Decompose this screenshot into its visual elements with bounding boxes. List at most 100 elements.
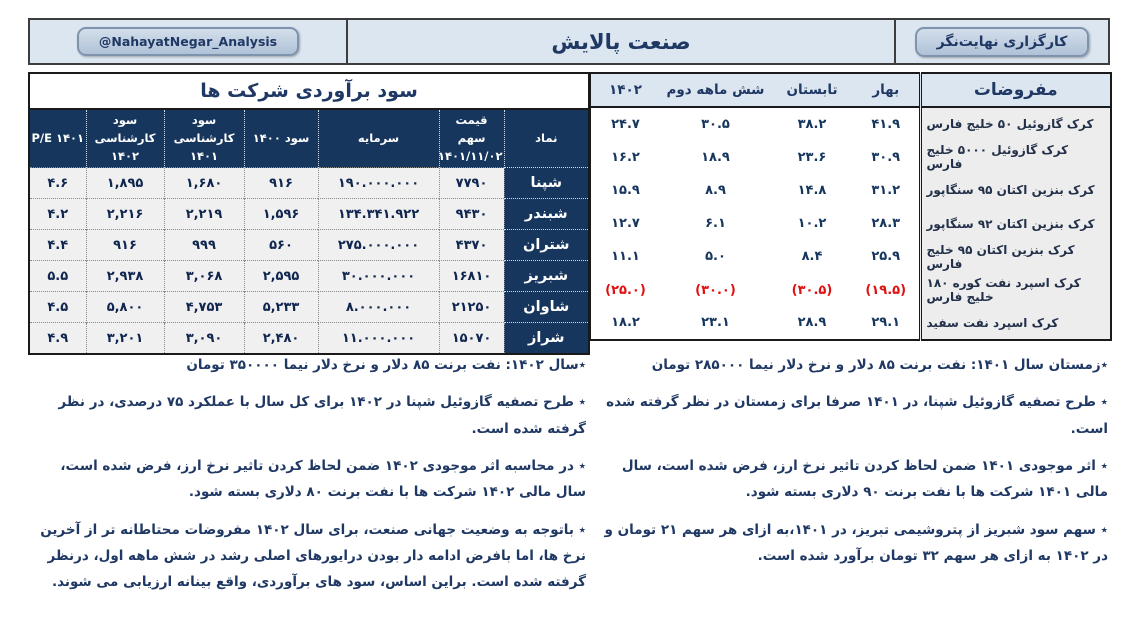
cell-assumption-label: کرک گازوئیل ۵۰ خلیج فارس [918,107,1111,141]
cell-expert-1402: ۲,۲۱۶ [85,198,165,231]
cell-expert-1402: ۹۱۶ [85,229,165,262]
cell-symbol: شاوان [503,291,590,324]
cell-second-half: ۲۳.۱ [660,306,771,340]
cell-profit-1400: ۲,۴۸۰ [243,322,319,355]
cell-expert-1401: ۳,۰۹۰ [163,322,245,355]
pe-header-text: P/E ۱۴۰۱ [31,130,85,145]
column-header-expert-1401: سود کارشناسی ۱۴۰۱ [164,109,245,168]
table-row: کرک گازوئیل ۵۰۰۰ خلیج فارس ۳۰.۹ ۲۳.۶ ۱۸.… [590,140,1111,174]
cell-summer: ۱۴.۸ [771,173,853,207]
cell-capital: ۲۷۵.۰۰۰.۰۰۰ [317,229,440,262]
cell-pe-1401: ۴.۶ [28,167,87,200]
cell-expert-1401: ۴,۷۵۳ [163,291,245,324]
footnote: ٭ باتوجه به وضعیت جهانی صنعت، برای سال ۱… [28,517,586,596]
top-bar-left-cell: @NahayatNegar_Analysis [30,20,348,63]
column-header-summer: تابستان [771,73,853,109]
cell-assumption-label: کرک اسپرد نفت کوره ۱۸۰ خلیج فارس [918,273,1111,307]
footnote: ٭ طرح تصفیه گازوئیل شپنا در ۱۴۰۲ برای کل… [28,389,586,442]
table-row: شراز ۱۵۰۷۰ ۱۱.۰۰۰.۰۰۰ ۲,۴۸۰ ۳,۰۹۰ ۳,۲۰۱ … [28,322,590,355]
cell-summer: ۸.۴ [771,240,853,274]
brokerage-badge[interactable]: کارگزاری نهایت‌نگر [914,26,1090,57]
footnote-text: ٭ باتوجه به وضعیت جهانی صنعت، برای سال ۱… [40,521,586,591]
table-row: کرک اسپرد نفت کوره ۱۸۰ خلیج فارس (۱۹.۵) … [590,273,1111,307]
column-header-pe-1401: P/E ۱۴۰۱ [29,109,87,168]
expert-1401-header-line1: سود کارشناسی [173,113,235,145]
cell-symbol: شتران [503,229,590,262]
cell-expert-1401: ۱,۶۸۰ [163,167,245,200]
footnote-text: نفت برنت ۸۵ دلار و نرخ دلار نیما ۳۵۰۰۰۰ … [186,357,506,373]
profits-table: سود برآوردی شرکت ها نماد قیمت سهم ۱۴۰۱/۱… [28,72,591,355]
cell-second-half: ۳۰.۵ [660,107,771,141]
column-header-spring: بهار [853,73,920,109]
cell-1402: ۱۱.۱ [590,240,660,274]
cell-spring: ۳۰.۹ [853,140,920,174]
cell-1402: ۱۵.۹ [590,173,660,207]
cell-summer: ۲۸.۹ [771,306,853,340]
cell-symbol: شراز [503,322,590,355]
cell-summer: ۱۰.۲ [771,206,853,241]
cell-capital: ۱۱.۰۰۰.۰۰۰ [317,322,440,355]
cell-expert-1401: ۲,۲۱۹ [163,198,245,231]
cell-spring: (۱۹.۵) [853,273,920,307]
cell-profit-1400: ۵,۲۳۳ [243,291,319,324]
footnote-text: نفت برنت ۸۵ دلار و نرخ دلار نیما ۲۸۵۰۰۰ … [651,357,971,373]
expert-1402-header-line1: سود کارشناسی [94,113,156,145]
footnote: ٭ طرح تصفیه گازوئیل شپنا، در ۱۴۰۱ صرفا ب… [600,389,1108,442]
cell-expert-1401: ۹۹۹ [163,229,245,262]
footnote-lead: ٭زمستان سال ۱۴۰۱: [970,357,1108,373]
table-row: شاوان ۲۱۲۵۰ ۸.۰۰۰.۰۰۰ ۵,۲۳۳ ۴,۷۵۳ ۵,۸۰۰ … [28,291,590,324]
cell-symbol: شبندر [503,198,590,231]
table-row: شبندر ۹۴۳۰ ۱۳۴.۳۴۱.۹۲۲ ۱,۵۹۶ ۲,۲۱۹ ۲,۲۱۶… [28,198,590,231]
column-header-capital: سرمایه [318,109,440,168]
cell-price: ۱۵۰۷۰ [438,322,505,355]
column-header-second-half: شش ماهه دوم [660,73,771,109]
cell-capital: ۱۹۰.۰۰۰.۰۰۰ [317,167,440,200]
cell-profit-1400: ۲,۵۹۵ [243,260,319,293]
cell-expert-1402: ۲,۹۳۸ [85,260,165,293]
price-header-line1: قیمت سهم [455,113,488,145]
cell-second-half: ۵.۰ [660,240,771,274]
cell-pe-1401: ۴.۲ [28,198,87,231]
table-row: کرک بنزین اکتان ۹۵ سنگاپور ۳۱.۲ ۱۴.۸ ۸.۹… [590,173,1111,207]
cell-1402: (۲۵.۰) [590,273,660,307]
top-bar: @NahayatNegar_Analysis صنعت پالایش کارگز… [28,18,1110,65]
analysis-handle-badge[interactable]: @NahayatNegar_Analysis [76,27,300,56]
cell-assumption-label: کرک بنزین اکتان ۹۵ سنگاپور [918,173,1111,207]
table-row: شبریز ۱۶۸۱۰ ۳۰.۰۰۰.۰۰۰ ۲,۵۹۵ ۳,۰۶۸ ۲,۹۳۸… [28,260,590,293]
cell-capital: ۱۳۴.۳۴۱.۹۲۲ [317,198,440,231]
footnote-text: ٭ طرح تصفیه گازوئیل شپنا در ۱۴۰۲ برای کل… [58,394,586,437]
top-bar-center-cell: صنعت پالایش [348,20,894,63]
cell-profit-1400: ۵۶۰ [243,229,319,262]
expert-1401-header-line2: ۱۴۰۱ [189,148,219,163]
expert-1402-header-line2: ۱۴۰۲ [110,148,140,163]
profits-table-title: سود برآوردی شرکت ها [29,73,590,110]
cell-second-half: ۸.۹ [660,173,771,207]
column-header-symbol: نماد [504,109,590,168]
cell-spring: ۲۹.۱ [853,306,920,340]
column-header-profit-1400: سود ۱۴۰۰ [244,109,319,168]
table-row: کرک بنزین اکتان ۹۵ خلیج فارس ۲۵.۹ ۸.۴ ۵.… [590,240,1111,274]
footnotes-left: ٭سال ۱۴۰۲: نفت برنت ۸۵ دلار و نرخ دلار ن… [28,352,586,607]
cell-assumption-label: کرک اسپرد نفت سفید [918,306,1111,340]
cell-1402: ۲۴.۷ [590,107,660,141]
table-row: شتران ۴۳۷۰ ۲۷۵.۰۰۰.۰۰۰ ۵۶۰ ۹۹۹ ۹۱۶ ۴.۴ [28,229,590,262]
top-bar-right-cell: کارگزاری نهایت‌نگر [894,20,1108,63]
cell-expert-1401: ۳,۰۶۸ [163,260,245,293]
price-header-line2: ۱۴۰۱/۱۱/۰۲ [437,148,503,163]
page-title: صنعت پالایش [551,29,691,54]
cell-1402: ۱۲.۷ [590,206,660,241]
table-row: شپنا ۷۷۹۰ ۱۹۰.۰۰۰.۰۰۰ ۹۱۶ ۱,۶۸۰ ۱,۸۹۵ ۴.… [28,167,590,200]
cell-symbol: شبریز [503,260,590,293]
footnote-text: ٭ طرح تصفیه گازوئیل شپنا، در ۱۴۰۱ صرفا ب… [606,394,1108,437]
cell-spring: ۲۸.۳ [853,206,920,241]
cell-price: ۱۶۸۱۰ [438,260,505,293]
cell-second-half: (۳۰.۰) [660,273,771,307]
cell-assumption-label: کرک گازوئیل ۵۰۰۰ خلیج فارس [918,140,1111,174]
cell-assumption-label: کرک بنزین اکتان ۹۵ خلیج فارس [918,240,1111,274]
footnote: ٭زمستان سال ۱۴۰۱: نفت برنت ۸۵ دلار و نرخ… [600,352,1108,378]
cell-symbol: شپنا [503,167,590,200]
cell-profit-1400: ۱,۵۹۶ [243,198,319,231]
footnote-text: ٭ اثر موجودی ۱۴۰۱ ضمن لحاظ کردن تاثیر نر… [621,457,1108,501]
cell-price: ۹۴۳۰ [438,198,505,231]
